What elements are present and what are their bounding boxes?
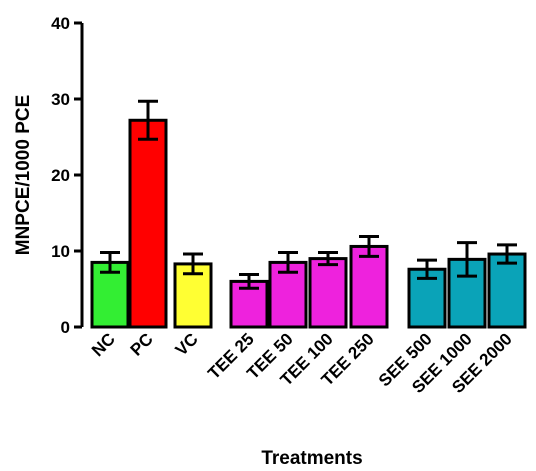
error-bar bbox=[100, 251, 120, 274]
y-axis-title: MNPCE/1000 PCE bbox=[13, 95, 34, 256]
error-bar bbox=[457, 241, 477, 278]
error-bar bbox=[497, 243, 517, 265]
error-bar bbox=[359, 235, 379, 258]
y-tick-label: 20 bbox=[51, 166, 70, 185]
error-bar bbox=[138, 99, 158, 141]
x-category-label: NC bbox=[88, 329, 119, 360]
y-tick-label: 30 bbox=[51, 90, 70, 109]
y-axis-ticks: 0 10 20 30 40 bbox=[51, 14, 82, 337]
error-bar bbox=[318, 251, 338, 267]
x-category-label: VC bbox=[172, 329, 202, 359]
bar bbox=[349, 244, 389, 329]
bar bbox=[308, 257, 348, 329]
y-tick-label: 10 bbox=[51, 242, 70, 261]
error-bar bbox=[417, 258, 437, 280]
bar bbox=[487, 252, 527, 329]
bar bbox=[173, 262, 213, 329]
bar bbox=[128, 118, 168, 329]
error-bar bbox=[183, 252, 203, 276]
error-bar bbox=[278, 251, 298, 274]
x-axis-title: Treatments bbox=[261, 448, 362, 469]
error-bar bbox=[239, 273, 259, 290]
y-tick-label: 40 bbox=[51, 14, 70, 33]
error-bars bbox=[100, 99, 517, 290]
y-tick-label: 0 bbox=[61, 318, 70, 337]
x-category-label: PC bbox=[127, 329, 157, 359]
bars bbox=[90, 118, 527, 329]
